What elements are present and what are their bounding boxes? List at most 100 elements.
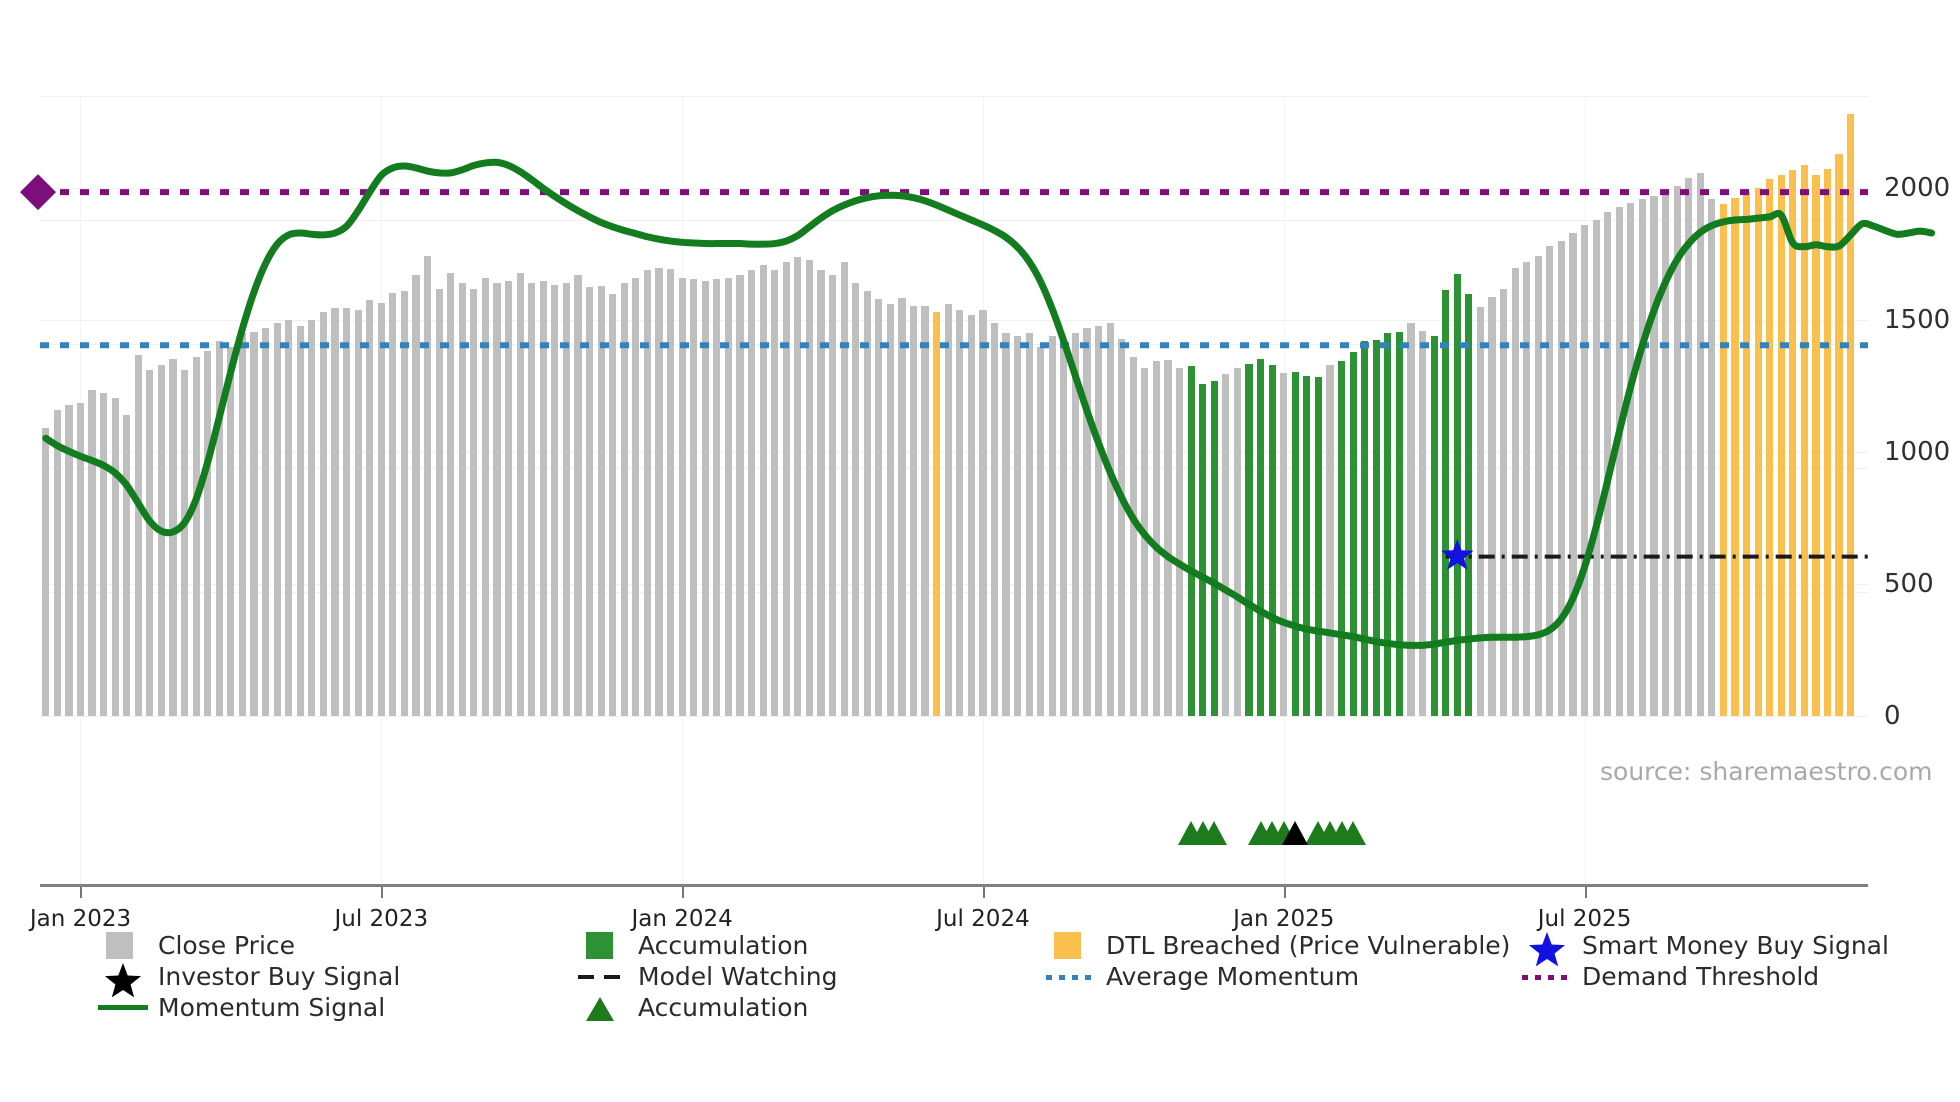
bar-accumulation <box>1199 383 1207 716</box>
bar-close-price <box>585 287 594 716</box>
bar-close-price <box>181 370 189 716</box>
bar-close-price <box>528 283 536 716</box>
bar-close-price <box>690 279 698 716</box>
bar-close-price <box>308 320 316 716</box>
bar-close-price <box>875 299 883 716</box>
bar-close-price <box>701 280 709 716</box>
bar-close-price <box>840 262 848 716</box>
bar-accumulation <box>1395 332 1404 716</box>
bar-close-price <box>1118 338 1126 716</box>
bar-dtl-breached <box>1800 164 1808 716</box>
legend-swatch-dotted-line-icon <box>1046 975 1096 980</box>
bar-close-price <box>238 333 247 716</box>
bar-close-price <box>597 285 605 716</box>
bar-close-price <box>1233 367 1242 716</box>
x-axis-tick-label: Jan 2023 <box>29 906 132 932</box>
legend-item[interactable]: Accumulation <box>576 987 808 1027</box>
y-axis-right-tick-label: 2000 <box>1884 173 1951 204</box>
bar-close-price <box>1048 336 1056 716</box>
bar-close-price <box>1650 196 1658 716</box>
gridline-horizontal <box>40 592 1868 593</box>
bar-close-price <box>1546 246 1554 716</box>
bar-close-price <box>516 272 524 716</box>
bar-close-price <box>551 284 559 716</box>
bar-close-price <box>666 268 675 716</box>
bar-close-price <box>1627 202 1635 716</box>
legend-key-dotted <box>1520 956 1574 996</box>
bar-close-price <box>53 409 61 716</box>
smart-money-buy-signal-star <box>1441 539 1474 570</box>
gridline-horizontal <box>40 344 1868 345</box>
bar-close-price <box>273 322 281 716</box>
bar-dtl-breached <box>1812 175 1820 716</box>
bar-close-price <box>157 365 166 716</box>
legend-swatch-line-icon <box>98 1005 148 1010</box>
bar-close-price <box>204 350 212 716</box>
legend-swatch-dashed-line-icon <box>578 975 628 979</box>
bar-close-price <box>400 291 409 716</box>
bar-close-price <box>1106 322 1114 716</box>
legend-item[interactable]: DTL Breached (Price Vulnerable) <box>1044 925 1510 965</box>
legend-item[interactable]: Momentum Signal <box>96 987 385 1027</box>
legend-item[interactable]: Close Price <box>96 925 295 965</box>
bar-close-price <box>76 403 85 716</box>
legend-item-label: Momentum Signal <box>158 992 386 1022</box>
x-axis-tick-mark <box>1584 887 1587 898</box>
bar-close-price <box>343 308 351 716</box>
gridline-horizontal <box>40 716 1868 717</box>
legend-item[interactable]: Accumulation <box>576 925 808 965</box>
bar-close-price <box>863 291 871 716</box>
bar-close-price <box>250 332 258 716</box>
legend-item[interactable]: Investor Buy Signal <box>96 956 400 998</box>
bar-close-price <box>609 293 617 716</box>
bar-close-price <box>956 309 964 716</box>
bar-close-price <box>262 328 270 716</box>
legend-item[interactable]: Demand Threshold <box>1520 956 1819 996</box>
bar-accumulation <box>1372 340 1380 716</box>
bar-dtl-breached <box>1754 188 1762 716</box>
legend-item[interactable]: Model Watching <box>576 956 838 996</box>
bar-close-price <box>1083 328 1091 716</box>
bar-close-price <box>1661 190 1670 716</box>
x-axis-line <box>40 884 1868 887</box>
bar-close-price <box>1037 346 1045 716</box>
x-axis-tick-mark <box>80 887 83 898</box>
bar-close-price <box>655 267 663 716</box>
bar-close-price <box>747 270 756 716</box>
bar-close-price <box>539 280 547 716</box>
bar-close-price <box>215 341 223 716</box>
x-axis-tick-mark <box>381 887 384 898</box>
bar-dtl-breached <box>1835 154 1843 716</box>
legend-swatch-square-icon <box>1054 932 1081 959</box>
bar-accumulation <box>1453 274 1461 716</box>
gridline-horizontal <box>40 220 1868 221</box>
bar-close-price <box>42 428 50 716</box>
bar-close-price <box>504 280 513 716</box>
legend-item-label: Average Momentum <box>1106 961 1360 991</box>
bar-close-price <box>366 300 374 716</box>
bar-close-price <box>1476 307 1484 716</box>
legend-item-label: Demand Threshold <box>1582 961 1820 991</box>
bar-close-price <box>632 278 640 716</box>
bar-close-price <box>1708 198 1716 716</box>
bar-close-price <box>123 415 131 716</box>
bar-close-price <box>435 288 443 716</box>
bar-close-price <box>1129 357 1137 716</box>
legend-item-label: Smart Money Buy Signal <box>1582 930 1889 960</box>
bar-close-price <box>794 256 802 716</box>
x-axis-tick-label: Jul 2023 <box>334 906 429 932</box>
bar-close-price <box>1176 367 1184 716</box>
investor-buy-signal-triangle-marker <box>1282 821 1309 845</box>
legend-item[interactable]: Smart Money Buy Signal <box>1520 925 1889 967</box>
bar-close-price <box>1511 267 1519 716</box>
legend-key-star <box>96 956 150 998</box>
bar-close-price <box>1164 359 1172 716</box>
bar-close-price <box>620 283 628 716</box>
bar-close-price <box>909 305 918 716</box>
bar-close-price <box>285 320 293 716</box>
gridline-horizontal <box>40 320 1868 322</box>
legend-item[interactable]: Average Momentum <box>1044 956 1359 996</box>
legend-item-label: Accumulation <box>638 930 809 960</box>
legend-item-label: Model Watching <box>638 961 838 991</box>
